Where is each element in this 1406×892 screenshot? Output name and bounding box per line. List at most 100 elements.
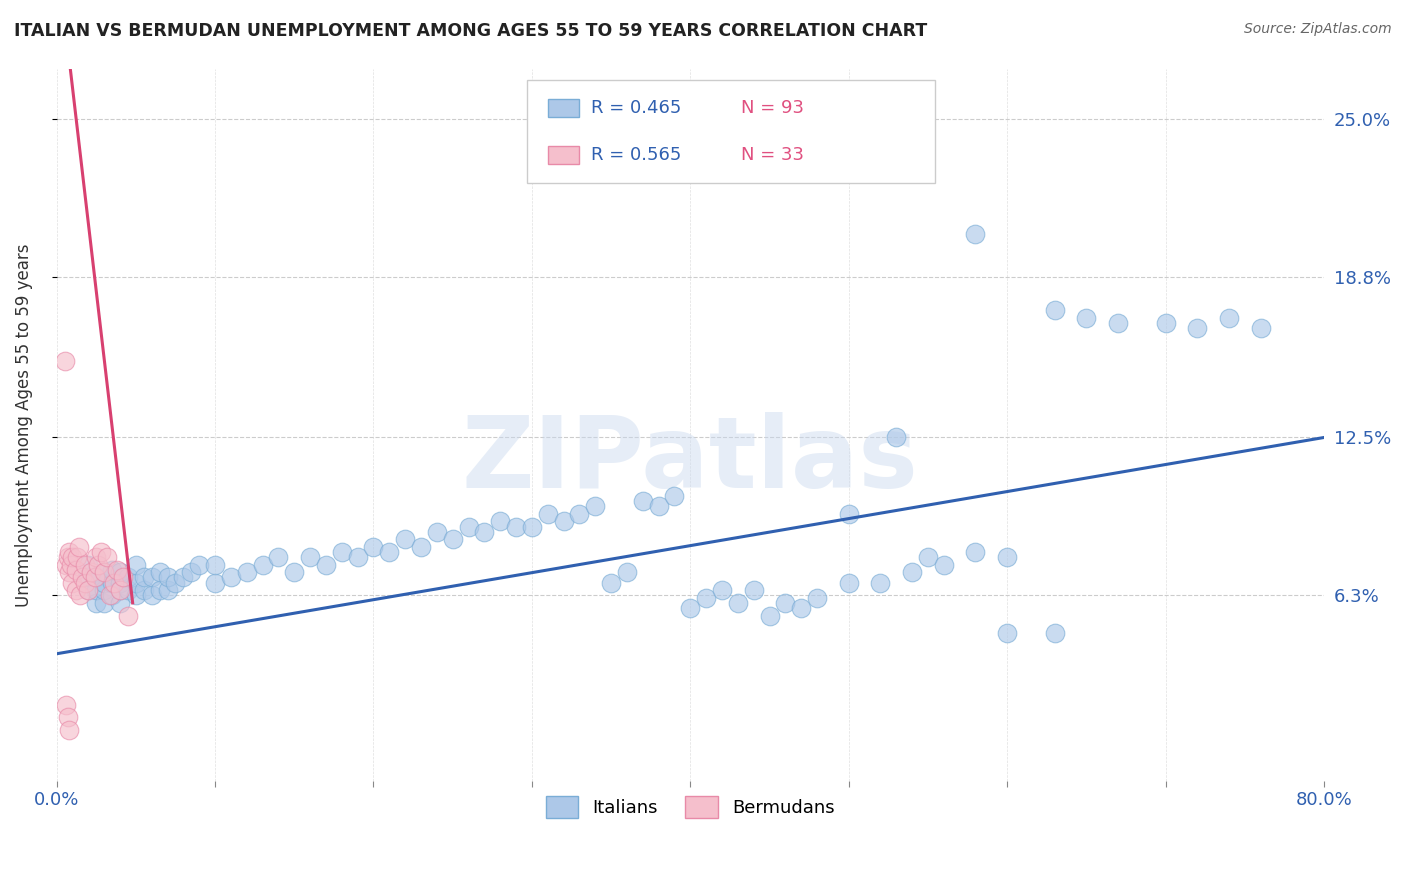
Point [105, 563, 128, 577]
Point [165, 575, 187, 590]
Point [884, 430, 907, 444]
Point [1250, 321, 1272, 335]
Point [869, 575, 891, 590]
Point [56, 550, 79, 565]
Point [132, 583, 155, 598]
Point [838, 507, 860, 521]
Point [141, 588, 163, 602]
Point [80, 566, 103, 580]
Point [838, 575, 860, 590]
Point [156, 570, 179, 584]
Point [53, 354, 76, 368]
Point [426, 524, 449, 539]
Point [172, 570, 194, 584]
Point [55, 558, 77, 572]
Point [537, 507, 560, 521]
Point [59, 558, 82, 572]
Point [125, 558, 148, 572]
Point [84, 550, 107, 565]
Point [180, 566, 202, 580]
Point [65, 563, 87, 577]
Point [727, 596, 749, 610]
Point [93, 583, 115, 598]
Point [149, 566, 172, 580]
Text: Source: ZipAtlas.com: Source: ZipAtlas.com [1244, 22, 1392, 37]
Point [1187, 321, 1209, 335]
Text: R = 0.465: R = 0.465 [591, 99, 681, 117]
Point [108, 583, 131, 598]
Point [156, 583, 179, 598]
Point [441, 533, 464, 547]
Point [70, 570, 93, 584]
Point [108, 583, 131, 598]
Point [932, 558, 955, 572]
Point [93, 575, 115, 590]
Point [204, 558, 226, 572]
Point [108, 596, 131, 610]
Point [1218, 310, 1240, 325]
Point [77, 583, 100, 598]
Point [103, 575, 125, 590]
Point [758, 608, 780, 623]
Point [96, 550, 118, 565]
Point [742, 583, 765, 598]
Point [77, 570, 100, 584]
Point [84, 570, 107, 584]
Point [917, 550, 939, 565]
Point [58, 545, 80, 559]
Point [553, 515, 575, 529]
Point [75, 575, 97, 590]
Point [67, 540, 90, 554]
Point [616, 566, 638, 580]
Point [75, 558, 97, 572]
Point [77, 583, 100, 598]
Point [132, 570, 155, 584]
Point [965, 545, 987, 559]
Point [711, 583, 734, 598]
Point [69, 588, 91, 602]
Point [87, 558, 110, 572]
Point [125, 575, 148, 590]
Point [58, 723, 80, 738]
Point [790, 601, 813, 615]
Point [117, 608, 139, 623]
Point [1154, 316, 1177, 330]
Point [101, 575, 124, 590]
Point [65, 583, 87, 598]
Point [631, 494, 654, 508]
Point [363, 540, 385, 554]
Legend: Italians, Bermudans: Italians, Bermudans [538, 789, 842, 825]
Point [330, 545, 353, 559]
Point [117, 570, 139, 584]
Point [101, 588, 124, 602]
Point [600, 575, 623, 590]
Point [489, 515, 512, 529]
Point [346, 550, 368, 565]
Point [901, 566, 924, 580]
Point [505, 519, 527, 533]
Point [679, 601, 702, 615]
Point [252, 558, 274, 572]
Point [83, 570, 105, 584]
Point [583, 499, 606, 513]
Point [409, 540, 432, 554]
Point [647, 499, 669, 513]
Point [472, 524, 495, 539]
Point [93, 566, 115, 580]
Text: N = 93: N = 93 [741, 99, 804, 117]
Point [62, 550, 84, 565]
Point [77, 558, 100, 572]
Point [149, 583, 172, 598]
Point [56, 710, 79, 724]
Point [965, 227, 987, 241]
Point [1043, 303, 1066, 318]
Text: ITALIAN VS BERMUDAN UNEMPLOYMENT AMONG AGES 55 TO 59 YEARS CORRELATION CHART: ITALIAN VS BERMUDAN UNEMPLOYMENT AMONG A… [14, 22, 928, 40]
Point [117, 583, 139, 598]
Point [112, 570, 135, 584]
Point [299, 550, 322, 565]
Point [62, 575, 84, 590]
Point [204, 575, 226, 590]
Point [1043, 626, 1066, 640]
Point [188, 558, 211, 572]
Point [84, 583, 107, 598]
